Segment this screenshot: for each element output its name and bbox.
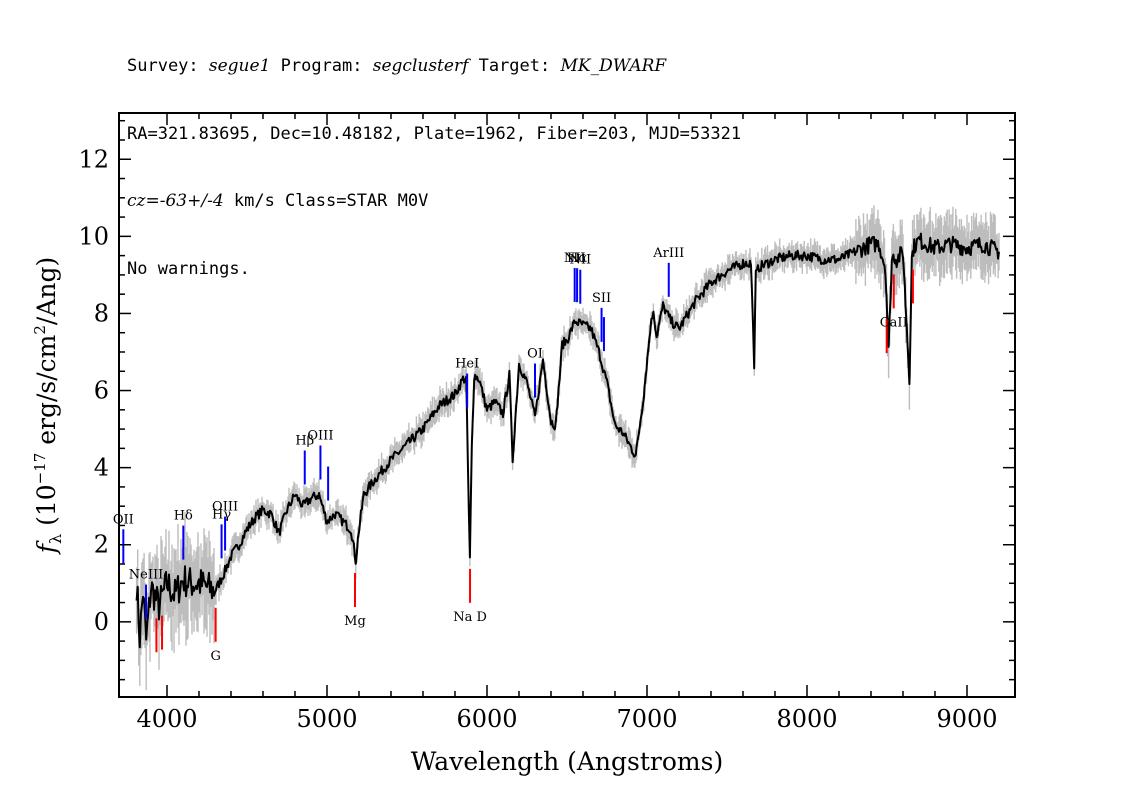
x-tick-label: 5000 bbox=[296, 705, 357, 733]
flux-line bbox=[135, 232, 1000, 649]
error-band bbox=[135, 205, 1000, 691]
target-value: MK_DWARF bbox=[560, 56, 667, 76]
program-value: segclusterf bbox=[372, 56, 469, 76]
y-tick-label: 0 bbox=[94, 608, 109, 636]
absorption-line-label: Na D bbox=[453, 610, 487, 625]
axis-ticks: 4000 5000 6000 7000 8000 9000 0 2 4 6 8 10 12 bbox=[78, 113, 1015, 733]
cz-value: cz=-63+/-4 bbox=[127, 191, 224, 211]
emission-line-label: Hδ bbox=[174, 509, 193, 524]
emission-line-label: SII bbox=[592, 291, 611, 306]
class-value: km/s Class=STAR M0V bbox=[223, 191, 429, 211]
header-line-warnings: No warnings. bbox=[127, 258, 250, 279]
emission-line-label: OIII bbox=[307, 428, 333, 443]
y-tick-label: 2 bbox=[94, 531, 109, 559]
absorption-line-label: Mg bbox=[344, 614, 366, 629]
x-tick-label: 7000 bbox=[616, 705, 677, 733]
x-tick-label: 4000 bbox=[136, 705, 197, 733]
emission-line-label: Hβ bbox=[295, 433, 314, 448]
program-label: Program: bbox=[270, 56, 373, 76]
header-line-survey: Survey: segue1 Program: segclusterf Targ… bbox=[127, 55, 741, 78]
y-tick-label: 4 bbox=[94, 454, 109, 482]
absorption-line-label: CaII bbox=[880, 315, 908, 330]
absorption-line-label: G bbox=[210, 649, 220, 664]
x-tick-label: 6000 bbox=[456, 705, 517, 733]
header-line-coordinates: RA=321.83695, Dec=10.48182, Plate=1962, … bbox=[127, 123, 742, 144]
y-tick-label: 6 bbox=[94, 377, 109, 405]
x-tick-label: 8000 bbox=[776, 705, 837, 733]
emission-line-label: Hα bbox=[567, 251, 587, 266]
header-line-redshift: cz=-63+/-4 km/s Class=STAR M0V bbox=[127, 190, 741, 213]
y-tick-label: 12 bbox=[78, 145, 109, 173]
emission-line-label: Hγ bbox=[212, 507, 231, 522]
emission-line-label: NeIII bbox=[129, 568, 163, 583]
error-spikes bbox=[135, 205, 1000, 691]
x-axis-title: Wavelength (Angstroms) bbox=[411, 747, 723, 776]
plot-frame bbox=[118, 112, 1016, 698]
target-label: Target: bbox=[468, 56, 561, 76]
y-tick-label: 8 bbox=[94, 299, 109, 327]
flux-series bbox=[135, 232, 1000, 649]
emission-line-label: OI bbox=[527, 347, 543, 362]
x-tick-label: 9000 bbox=[936, 705, 997, 733]
emission-line-label: NII bbox=[564, 251, 586, 266]
emission-line-label: NII bbox=[569, 253, 591, 268]
survey-value: segue1 bbox=[208, 56, 271, 76]
y-tick-label: 10 bbox=[78, 222, 109, 250]
y-axis-title: fλ (10−17 erg/s/cm2/Ang) bbox=[31, 257, 65, 556]
survey-label: Survey: bbox=[127, 56, 209, 76]
emission-line-label: ArIII bbox=[652, 246, 684, 261]
spectrum-header: Survey: segue1 Program: segclusterf Targ… bbox=[127, 10, 741, 303]
emission-line-label: OIII bbox=[212, 500, 238, 515]
emission-line-label: HeI bbox=[455, 357, 479, 372]
